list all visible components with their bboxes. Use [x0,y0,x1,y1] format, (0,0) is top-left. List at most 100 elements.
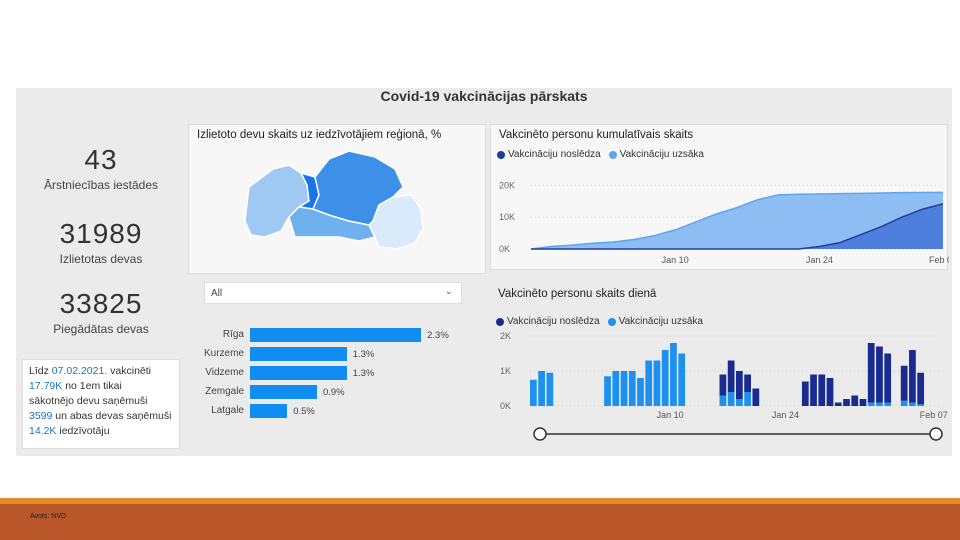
note-number: 3599 [29,410,53,422]
x-tick-label: Jan 10 [662,255,689,265]
daily-bar[interactable] [900,400,908,406]
daily-bar[interactable] [727,392,735,406]
area-series[interactable] [531,203,943,249]
bar-value-label: 0.9% [322,387,345,398]
daily-bar[interactable] [900,365,908,401]
daily-bar[interactable] [744,374,751,393]
source-label: Avots: NVD [30,513,67,520]
daily-chart: 0K 1K 2K Jan 10 Jan 24 Feb 07 [500,331,948,441]
area-series[interactable] [531,192,943,249]
note-text: Līdz [29,365,52,377]
region-bar-row[interactable]: Zemgale 0.9% [202,385,492,399]
daily-bar[interactable] [530,379,537,406]
legend-item[interactable]: Vakcināciju noslēdza [496,316,600,327]
legend-label: Vakcināciju uzsāka [619,149,704,160]
daily-bar[interactable] [917,372,925,405]
daily-bar[interactable] [736,399,743,406]
daily-chart-panel: Vakcinēto personu skaits dienā Vakcināci… [490,284,948,452]
daily-bar[interactable] [834,402,842,407]
map-region-latgale[interactable] [368,194,424,250]
region-bar-row[interactable]: Kurzeme 1.3% [202,347,492,361]
region-bar-row[interactable]: Latgale 0.5% [202,404,492,418]
daily-bar[interactable] [909,402,916,407]
slider-handle-start[interactable] [533,427,547,441]
daily-bar[interactable] [546,372,554,406]
region-filter-dropdown[interactable]: All ⌄ [204,282,462,304]
x-tick-label: Feb 07 [920,410,948,420]
bar-category-label: Rīga [222,329,244,340]
daily-bar[interactable] [818,374,826,407]
daily-bar[interactable] [843,399,850,406]
note-number: 17.79K [29,380,63,392]
daily-bar[interactable] [678,353,686,407]
daily-bar[interactable] [884,402,892,407]
x-tick-label: Feb 07 [929,255,949,265]
daily-bar[interactable] [637,378,644,406]
note-text: vakcinēti [107,365,152,377]
daily-bar[interactable] [826,378,834,406]
daily-bar[interactable] [604,376,611,406]
kpi-label: Piegādātas devas [53,322,149,336]
bar-value-label: 0.5% [293,406,315,417]
legend-item[interactable]: Vakcināciju uzsāka [607,316,703,327]
chart-title: Vakcinēto personu skaits dienā [498,288,657,300]
daily-bar[interactable] [867,343,875,403]
region-bar[interactable] [250,366,347,380]
daily-bar[interactable] [744,392,751,406]
y-tick-label: 2K [500,331,511,341]
daily-bar[interactable] [628,371,636,406]
x-tick-label: Jan 10 [657,410,684,420]
region-bar[interactable] [250,404,288,418]
daily-bar[interactable] [620,371,628,406]
daily-bar[interactable] [653,360,661,407]
daily-bar[interactable] [752,388,760,407]
legend-dot [608,150,617,159]
daily-bar[interactable] [859,399,867,406]
legend-dot [497,150,505,159]
latvia-map[interactable] [189,125,487,275]
y-tick-label: 0K [499,244,510,254]
slider-handle-end[interactable] [929,427,943,441]
region-bar[interactable] [250,385,317,399]
daily-bar[interactable] [719,374,727,396]
chart-legend: Vakcināciju noslēdza Vakcināciju uzsāka [497,149,704,160]
kpi-label: Izlietotas devas [59,252,143,266]
daily-bar[interactable] [917,404,925,406]
daily-bar[interactable] [876,346,883,403]
bar-value-label: 2.3% [427,330,449,341]
note-date: 07.02.2021. [51,365,108,377]
daily-bar[interactable] [867,402,875,407]
daily-bar[interactable] [851,395,859,407]
note-number: 14.2K [29,425,57,437]
region-bar-chart: Rīga 2.3% Kurzeme 1.3% Vidzeme 1.3% Zemgale 0.9… [202,328,492,438]
daily-bar[interactable] [538,371,545,406]
legend-label: Vakcināciju noslēdza [508,149,601,160]
note-text: iedzīvotāju [56,425,110,437]
daily-bar[interactable] [801,381,809,407]
daily-bar[interactable] [612,371,620,406]
daily-bar[interactable] [645,360,653,407]
x-tick-label: Jan 24 [806,255,833,265]
daily-bar[interactable] [661,350,669,406]
region-bar[interactable] [250,347,347,361]
region-bar[interactable] [250,328,422,342]
region-bar-row[interactable]: Rīga 2.3% [202,328,492,342]
daily-bar[interactable] [884,353,892,403]
daily-bar[interactable] [719,395,727,407]
daily-bar[interactable] [909,350,916,403]
dropdown-value: All [211,288,223,299]
daily-bar[interactable] [727,360,735,393]
y-tick-label: 1K [500,366,511,376]
region-bar-row[interactable]: Vidzeme 1.3% [202,366,492,380]
daily-bar[interactable] [810,374,817,407]
map-title: Izlietoto devu skaits uz iedzīvotājiem r… [197,129,442,141]
daily-bar[interactable] [670,343,677,406]
legend-item[interactable]: Vakcināciju uzsāka [608,149,704,160]
kpi-value: 33825 [59,288,143,319]
daily-bar[interactable] [736,371,743,399]
daily-bar[interactable] [876,402,883,407]
y-tick-label: 0K [500,401,511,411]
kpi-value: 31989 [59,218,143,249]
legend-item[interactable]: Vakcināciju noslēdza [497,149,601,160]
